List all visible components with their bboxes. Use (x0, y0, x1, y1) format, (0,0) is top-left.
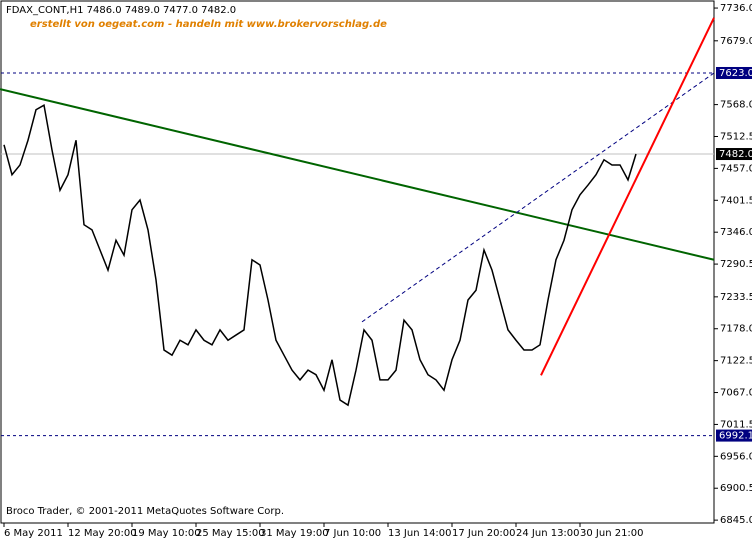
y-tick-label: 7290.5 (720, 259, 752, 270)
y-tick-label: 7122.5 (720, 356, 752, 367)
y-tick-label: 7346.0 (720, 227, 752, 238)
y-tick-label: 7679.0 (720, 36, 752, 47)
price-line (3, 103, 637, 407)
price-level-box (716, 66, 752, 79)
x-tick-label: 6 May 2011 (4, 528, 63, 539)
price-level-box (716, 429, 752, 442)
price-level-label: 7623.0 (719, 68, 752, 79)
y-tick-label: 7736.0 (720, 3, 752, 14)
y-tick-label: 7178.0 (720, 324, 752, 335)
x-tick-label: 24 Jun 13:00 (516, 528, 580, 539)
x-tick-label: 17 Jun 20:00 (452, 528, 516, 539)
y-tick-label: 7067.0 (720, 388, 752, 399)
trendline (361, 72, 715, 323)
y-tick-label: 7457.0 (720, 163, 752, 174)
x-tick-label: 30 Jun 21:00 (580, 528, 644, 539)
x-tick-label: 7 Jun 10:00 (324, 528, 381, 539)
y-tick-label: 7011.5 (720, 419, 752, 430)
x-tick-label: 25 May 15:00 (196, 528, 265, 539)
x-tick-label: 12 May 20:00 (68, 528, 137, 539)
price-level-box (716, 148, 752, 161)
y-tick-label: 6956.0 (720, 451, 752, 462)
y-tick-label: 7233.5 (720, 292, 752, 303)
x-tick-label: 31 May 19:00 (260, 528, 329, 539)
trendline (540, 17, 715, 376)
y-tick-label: 6900.5 (720, 483, 752, 494)
plot-frame (0, 0, 715, 524)
chart-title: FDAX_CONT,H1 7486.0 7489.0 7477.0 7482.0 (6, 5, 236, 16)
y-tick-label: 7568.0 (720, 100, 752, 111)
y-tick-label: 7401.5 (720, 195, 752, 206)
y-tick-label: 6845.0 (720, 515, 752, 526)
x-tick-label: 13 Jun 14:00 (388, 528, 452, 539)
price-level-label: 6992.1 (719, 431, 752, 442)
trendline (0, 88, 715, 261)
y-tick-label: 7512.5 (720, 131, 752, 142)
watermark: erstellt von oegeat.com - handeln mit ww… (30, 19, 387, 30)
footer: Broco Trader, © 2001-2011 MetaQuotes Sof… (6, 506, 284, 517)
x-tick-label: 19 May 10:00 (132, 528, 201, 539)
price-level-label: 7482.0 (719, 149, 752, 160)
